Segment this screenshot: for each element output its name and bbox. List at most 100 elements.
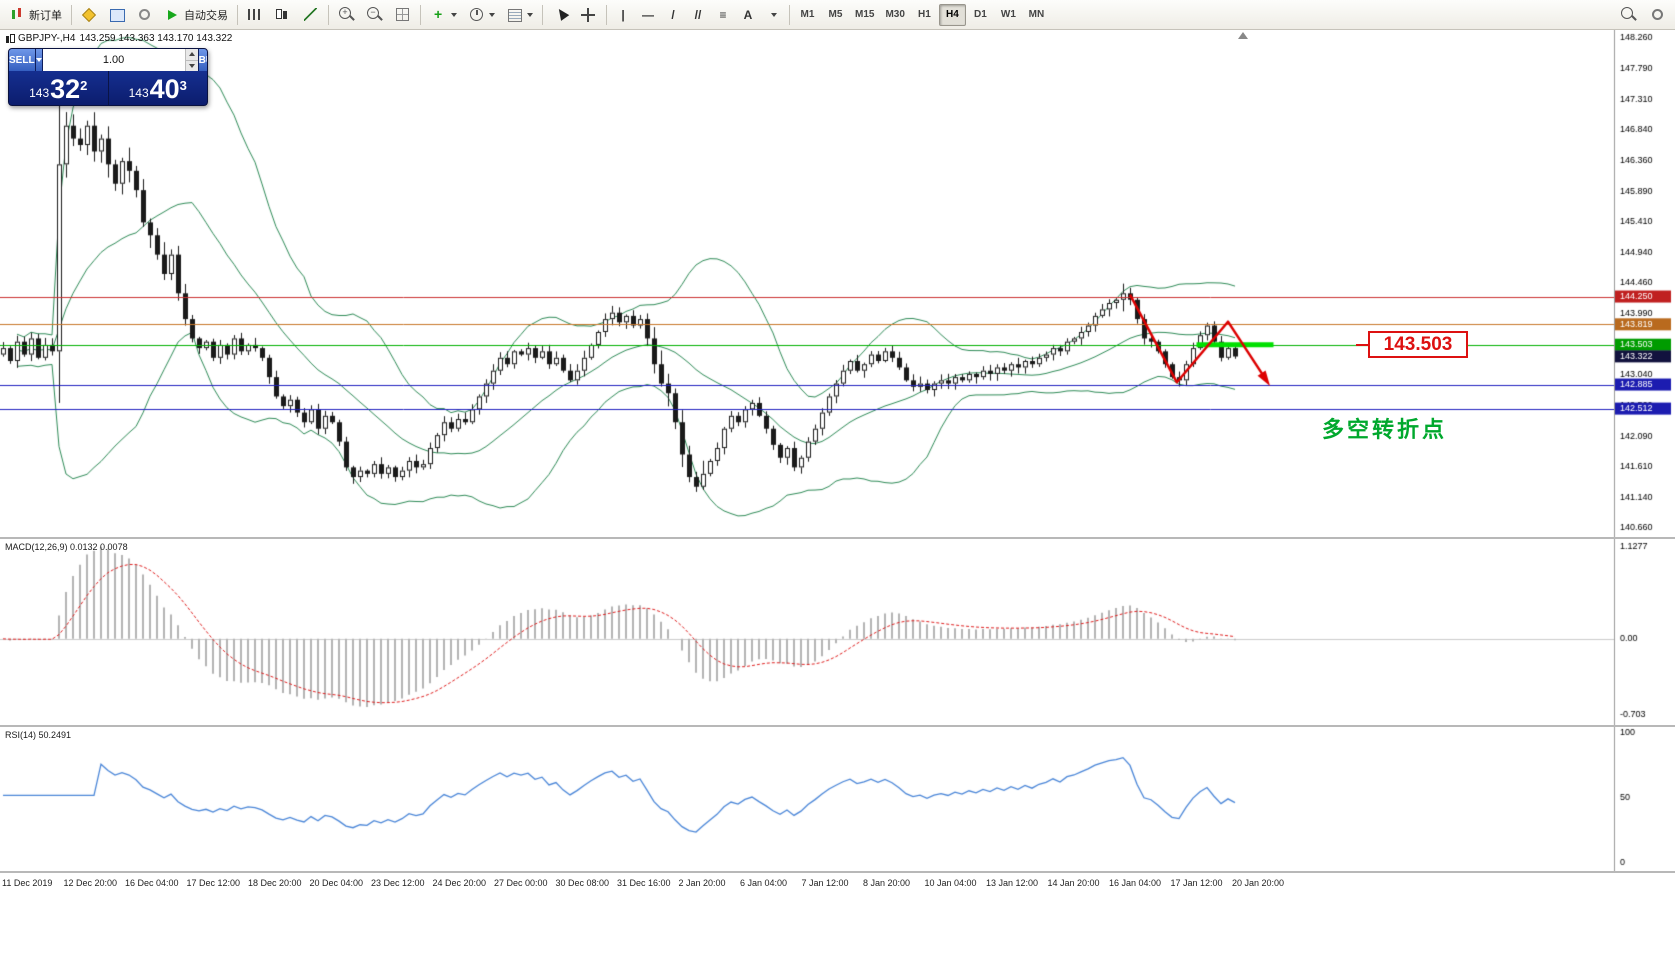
rsi-label: RSI(14) 50.2491 bbox=[5, 730, 71, 740]
time-axis[interactable]: 11 Dec 201912 Dec 20:0016 Dec 04:0017 De… bbox=[0, 871, 1675, 895]
channel-tool[interactable]: // bbox=[686, 3, 710, 27]
indicators-button[interactable] bbox=[425, 3, 462, 27]
sell-price-button[interactable]: 143 32 2 bbox=[9, 71, 109, 105]
toolbar-right-group bbox=[1615, 3, 1671, 27]
compass-icon bbox=[82, 7, 96, 21]
auto-trading-button[interactable]: 自动交易 bbox=[159, 3, 233, 27]
vertical-line-icon: | bbox=[621, 8, 624, 22]
new-order-label: 新订单 bbox=[29, 7, 62, 23]
price-annotation-box[interactable]: 143.503 bbox=[1368, 331, 1468, 358]
time-label: 17 Dec 12:00 bbox=[187, 878, 241, 888]
chevron-down-icon bbox=[36, 58, 42, 62]
chart-symbol-period: GBPJPY-,H4 bbox=[18, 33, 75, 44]
guide-button[interactable] bbox=[76, 3, 102, 27]
sell-price-main: 32 bbox=[50, 77, 80, 102]
time-label: 7 Jan 12:00 bbox=[802, 878, 849, 888]
market-watch-button[interactable] bbox=[103, 3, 130, 27]
tile-windows-button[interactable] bbox=[389, 3, 416, 27]
timeframe-m30[interactable]: M30 bbox=[880, 4, 909, 26]
mt4-window: 新订单 自动交易 | — / // ≡ A M1M5M15M30H1 bbox=[0, 0, 1675, 953]
time-label: 8 Jan 20:00 bbox=[863, 878, 910, 888]
rsi-canvas[interactable] bbox=[0, 727, 1675, 871]
time-label: 14 Jan 20:00 bbox=[1048, 878, 1100, 888]
one-click-trade-panel: SELL BUY 143 32 2 143 bbox=[8, 48, 208, 106]
trendline-tool[interactable]: / bbox=[661, 3, 685, 27]
fibonacci-tool[interactable]: ≡ bbox=[711, 3, 735, 27]
chevron-down-icon bbox=[771, 13, 777, 17]
volume-increase-button[interactable] bbox=[186, 49, 198, 61]
trade-panel-controls: SELL BUY bbox=[9, 49, 207, 71]
time-label: 27 Dec 00:00 bbox=[494, 878, 548, 888]
help-button[interactable] bbox=[1644, 3, 1671, 27]
shapes-tool[interactable] bbox=[761, 3, 785, 27]
market-watch-icon bbox=[108, 6, 125, 23]
play-icon bbox=[168, 10, 177, 20]
trendline-icon: / bbox=[671, 8, 674, 22]
search-icon bbox=[1620, 6, 1637, 23]
toolbar-separator bbox=[789, 5, 790, 25]
cursor-icon bbox=[552, 6, 569, 23]
crosshair-icon bbox=[580, 6, 597, 23]
buy-price-pip: 3 bbox=[180, 78, 187, 93]
chart-title: GBPJPY-,H4 143.259 143.363 143.170 143.3… bbox=[6, 33, 232, 44]
search-button[interactable] bbox=[1615, 3, 1642, 27]
sell-button[interactable]: SELL bbox=[9, 49, 36, 71]
time-label: 12 Dec 20:00 bbox=[64, 878, 118, 888]
buy-button[interactable]: BUY bbox=[198, 49, 208, 71]
turning-point-label: 多空转折点 bbox=[1322, 412, 1447, 444]
candlestick-chart-icon bbox=[274, 6, 291, 23]
toolbar-separator bbox=[542, 5, 543, 25]
macd-canvas[interactable] bbox=[0, 539, 1675, 725]
time-label: 18 Dec 20:00 bbox=[248, 878, 302, 888]
chevron-down-icon bbox=[451, 13, 457, 17]
timeframe-m1[interactable]: M1 bbox=[794, 4, 821, 26]
timeframe-group: M1M5M15M30H1H4D1W1MN bbox=[794, 4, 1050, 26]
vertical-line-tool[interactable]: | bbox=[611, 3, 635, 27]
line-chart-button[interactable] bbox=[297, 3, 324, 27]
timeframe-mn[interactable]: MN bbox=[1023, 4, 1050, 26]
volume-input[interactable] bbox=[43, 49, 185, 71]
volume-decrease-button[interactable] bbox=[186, 61, 198, 72]
time-label: 10 Jan 04:00 bbox=[925, 878, 977, 888]
trade-panel-prices: 143 32 2 143 40 3 bbox=[9, 71, 207, 105]
new-order-icon bbox=[9, 6, 26, 23]
time-label: 23 Dec 12:00 bbox=[371, 878, 425, 888]
timeframe-m5[interactable]: M5 bbox=[822, 4, 849, 26]
toolbar-separator bbox=[237, 5, 238, 25]
main-chart-panel: GBPJPY-,H4 143.259 143.363 143.170 143.3… bbox=[0, 30, 1675, 537]
timeframe-h1[interactable]: H1 bbox=[911, 4, 938, 26]
toolbar-separator bbox=[71, 5, 72, 25]
templates-button[interactable] bbox=[501, 3, 538, 27]
line-chart-icon bbox=[304, 8, 317, 21]
candlestick-chart-button[interactable] bbox=[269, 3, 296, 27]
toolbar-separator bbox=[420, 5, 421, 25]
crosshair-tool-button[interactable] bbox=[575, 3, 602, 27]
time-label: 24 Dec 20:00 bbox=[433, 878, 487, 888]
time-label: 17 Jan 12:00 bbox=[1171, 878, 1223, 888]
template-icon bbox=[506, 6, 523, 23]
new-order-button[interactable]: 新订单 bbox=[4, 3, 67, 27]
sound-button[interactable] bbox=[131, 3, 158, 27]
zoom-in-button[interactable] bbox=[333, 3, 360, 27]
horizontal-line-tool[interactable]: — bbox=[636, 3, 660, 27]
tile-windows-icon bbox=[394, 6, 411, 23]
timeframe-m15[interactable]: M15 bbox=[850, 4, 879, 26]
speaker-icon bbox=[139, 9, 150, 20]
time-label: 13 Jan 12:00 bbox=[986, 878, 1038, 888]
timeframe-h4[interactable]: H4 bbox=[939, 4, 966, 26]
price-chart-canvas[interactable] bbox=[0, 30, 1675, 537]
text-tool[interactable]: A bbox=[736, 3, 760, 27]
toolbar: 新订单 自动交易 | — / // ≡ A M1M5M15M30H1 bbox=[0, 0, 1675, 30]
zoom-out-icon bbox=[366, 6, 383, 23]
order-type-dropdown[interactable] bbox=[36, 49, 43, 71]
candlestick-icon bbox=[6, 34, 14, 44]
zoom-out-button[interactable] bbox=[361, 3, 388, 27]
cursor-tool-button[interactable] bbox=[547, 3, 574, 27]
volume-stepper bbox=[185, 49, 198, 71]
bar-chart-button[interactable] bbox=[242, 3, 268, 27]
periods-button[interactable] bbox=[463, 3, 500, 27]
chart-shift-marker[interactable] bbox=[1238, 32, 1248, 39]
timeframe-w1[interactable]: W1 bbox=[995, 4, 1022, 26]
buy-price-button[interactable]: 143 40 3 bbox=[109, 71, 208, 105]
timeframe-d1[interactable]: D1 bbox=[967, 4, 994, 26]
